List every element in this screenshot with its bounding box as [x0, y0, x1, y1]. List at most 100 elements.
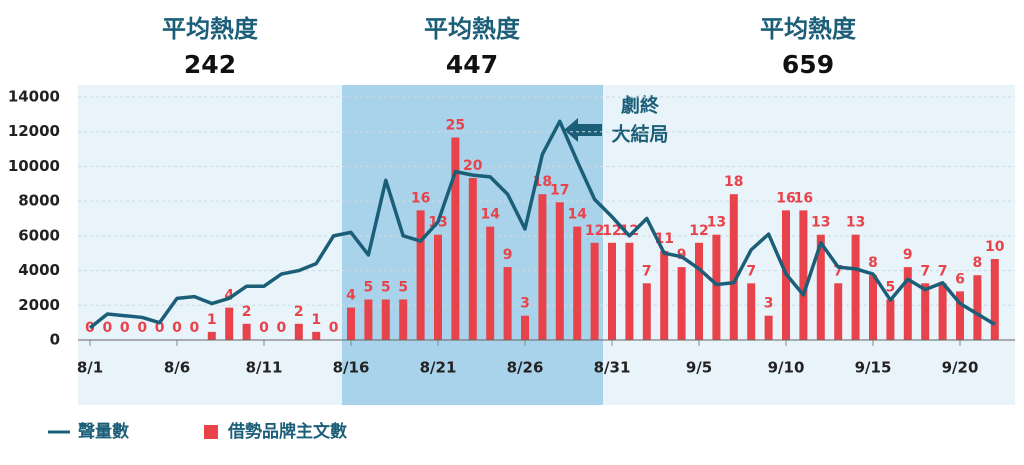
- bar: [555, 202, 564, 340]
- line: [88, 119, 996, 330]
- bar: [294, 323, 303, 340]
- x-tick-label: 9/5: [686, 359, 712, 377]
- bar: [312, 331, 321, 340]
- bar: [764, 315, 773, 340]
- bar: [956, 291, 964, 340]
- bar: [521, 315, 529, 340]
- bar: [416, 210, 425, 340]
- value-label: 12: [620, 223, 639, 239]
- bar: [816, 234, 825, 340]
- value-label: 0: [120, 320, 130, 336]
- bar: [225, 307, 234, 340]
- value-label: 0: [155, 320, 165, 336]
- bar: [799, 210, 808, 340]
- period-title: 平均熱度: [162, 15, 259, 43]
- value-label: 16: [411, 190, 430, 206]
- value-label: 16: [794, 190, 813, 206]
- value-label: 1: [311, 312, 321, 328]
- annotation: 大結局: [611, 123, 668, 146]
- bar: [886, 299, 895, 340]
- value-label: 18: [724, 174, 743, 190]
- value-label: 4: [224, 288, 234, 304]
- value-label: 0: [172, 320, 182, 336]
- bar: [207, 331, 216, 340]
- bar: [938, 283, 947, 340]
- bar: [399, 299, 408, 340]
- value-label: 7: [938, 263, 948, 279]
- y-tick-label: 10000: [8, 157, 60, 175]
- bar: [347, 307, 355, 340]
- x-tick-label: 8/16: [333, 359, 370, 377]
- bar: [729, 194, 738, 340]
- period-title: 平均熱度: [424, 15, 521, 43]
- value-label: 12: [602, 223, 621, 239]
- value-label: 9: [903, 247, 913, 263]
- value-label: 7: [746, 263, 756, 279]
- bar: [642, 283, 651, 340]
- annotation-arrow: [564, 118, 602, 142]
- legend-label: 借勢品牌主文數: [227, 421, 347, 442]
- bar: [851, 234, 860, 340]
- y-tick-label: 14000: [8, 88, 60, 106]
- value-label: 2: [242, 304, 252, 320]
- bar: [921, 283, 930, 340]
- y-tick-label: 2000: [18, 296, 60, 314]
- x-tick-label: 8/6: [164, 359, 190, 377]
- bar: [869, 275, 877, 340]
- bar: [834, 283, 843, 340]
- value-label: 4: [346, 288, 356, 304]
- x-tick-label: 8/1: [77, 359, 103, 377]
- value-label: 16: [776, 190, 795, 206]
- value-label: 13: [846, 215, 865, 231]
- period-value: 659: [782, 50, 834, 79]
- value-label: 5: [886, 280, 896, 296]
- legend-swatch: [204, 425, 218, 439]
- bar: [381, 299, 390, 340]
- bar: [242, 323, 251, 340]
- bar: [434, 234, 442, 340]
- value-label: 17: [550, 182, 569, 198]
- value-label: 12: [585, 223, 604, 239]
- value-label: 7: [642, 263, 652, 279]
- value-label: 25: [446, 118, 465, 134]
- value-label: 5: [364, 280, 374, 296]
- x-tick-label: 8/31: [594, 359, 631, 377]
- value-label: 0: [259, 320, 269, 336]
- period-bg: [78, 85, 342, 405]
- value-label: 0: [137, 320, 147, 336]
- bar: [695, 242, 703, 340]
- bar: [573, 226, 582, 340]
- annotation: 劇終: [621, 94, 660, 117]
- bar: [608, 242, 616, 340]
- bar: [990, 259, 999, 340]
- y-tick-label: 0: [50, 331, 60, 349]
- x-tick-label: 9/10: [768, 359, 805, 377]
- value-label: 3: [520, 296, 530, 312]
- period-value: 447: [446, 50, 498, 79]
- value-label: 2: [294, 304, 304, 320]
- value-label: 6: [955, 271, 965, 287]
- bar: [973, 275, 982, 340]
- bar: [590, 242, 599, 340]
- x-tick-label: 9/15: [855, 359, 892, 377]
- period-value: 242: [184, 50, 236, 79]
- bar: [364, 299, 373, 340]
- value-label: 20: [463, 158, 483, 174]
- bar: [468, 178, 477, 340]
- value-label: 8: [868, 255, 878, 271]
- value-label: 14: [480, 207, 500, 223]
- x-tick-label: 8/11: [246, 359, 283, 377]
- value-label: 12: [689, 223, 708, 239]
- value-label: 8: [973, 255, 983, 271]
- value-label: 13: [811, 215, 830, 231]
- value-label: 14: [567, 207, 587, 223]
- value-label: 0: [190, 320, 200, 336]
- y-tick-label: 12000: [8, 122, 60, 140]
- x-tick-label: 9/20: [942, 359, 979, 377]
- x-tick-label: 8/21: [420, 359, 457, 377]
- y-tick-label: 6000: [18, 226, 60, 244]
- value-label: 9: [503, 247, 513, 263]
- value-label: 5: [381, 280, 391, 296]
- x-tick-label: 8/26: [507, 359, 544, 377]
- legend-label: 聲量數: [78, 421, 129, 442]
